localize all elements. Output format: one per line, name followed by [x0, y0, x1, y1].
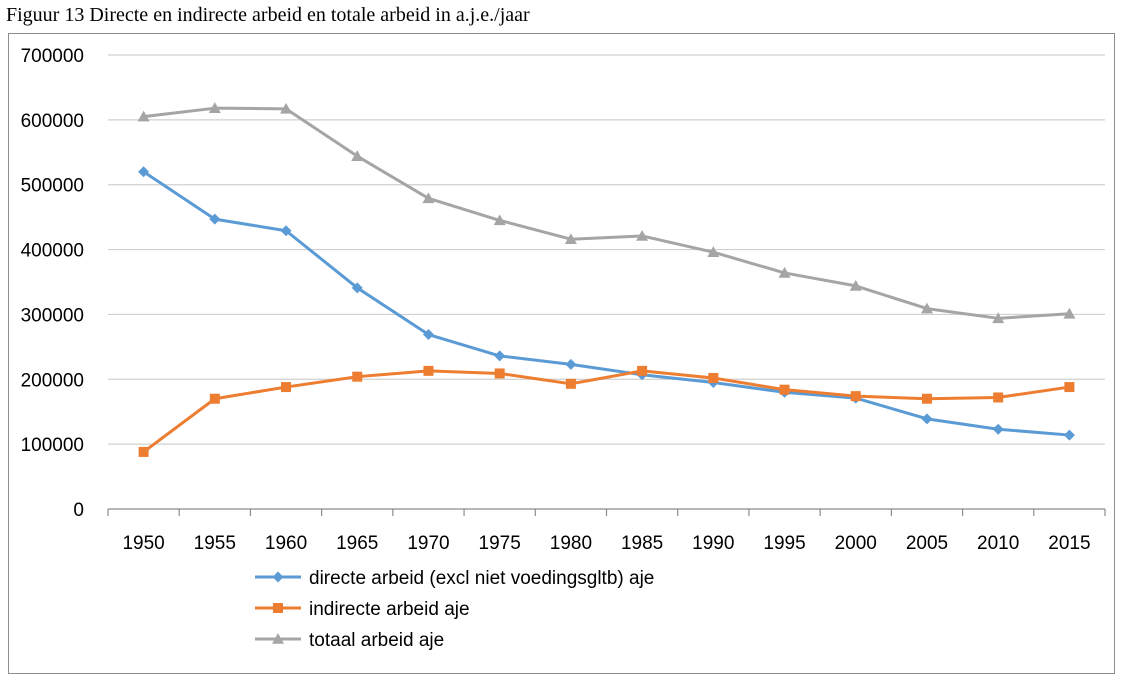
series-triangle: [137, 102, 1076, 324]
data-point: [992, 312, 1005, 324]
data-point: [564, 233, 577, 244]
x-tick-label: 2000: [835, 533, 877, 554]
data-point: [921, 393, 932, 404]
y-tick-label: 300000: [21, 305, 84, 326]
data-point: [1064, 382, 1075, 393]
y-tick-label: 500000: [21, 176, 84, 197]
legend-entry: indirecte arbeid aje: [255, 599, 470, 620]
legend-entry: totaal arbeid aje: [255, 630, 444, 651]
legend-marker: [272, 571, 284, 583]
data-point: [565, 358, 577, 370]
x-tick-label: 2015: [1048, 533, 1090, 554]
y-tick-label: 400000: [21, 241, 84, 262]
data-point: [352, 371, 363, 382]
y-tick-label: 600000: [21, 111, 84, 132]
x-tick-label: 1965: [336, 533, 378, 554]
data-point: [209, 213, 221, 225]
legend-marker: [272, 633, 284, 644]
data-point: [1063, 307, 1076, 319]
data-point: [351, 150, 364, 161]
x-tick-label: 1980: [550, 533, 592, 554]
data-point: [1063, 429, 1075, 441]
data-point: [993, 392, 1004, 403]
legend: directe arbeid (excl niet voedingsgltb) …: [255, 568, 654, 651]
data-point: [708, 372, 719, 383]
data-point: [920, 302, 933, 314]
x-tick-label: 1960: [265, 533, 307, 554]
data-point: [422, 329, 434, 341]
x-tick-label: 1955: [194, 533, 236, 554]
data-point: [280, 225, 292, 237]
data-point: [636, 229, 649, 241]
figure-title: Figuur 13 Directe en indirecte arbeid en…: [6, 4, 530, 26]
data-point: [208, 102, 221, 113]
data-point: [849, 279, 862, 291]
chart-frame: [8, 33, 1115, 674]
data-point: [493, 214, 506, 226]
y-tick-label: 200000: [21, 370, 84, 391]
y-axis: 0 100000 200000 300000 400000 500000 600000 700…: [21, 46, 84, 521]
data-point: [138, 166, 150, 178]
data-point: [137, 110, 150, 122]
data-point: [209, 393, 220, 404]
gridlines: [108, 54, 1105, 445]
data-point: [422, 192, 435, 204]
data-point: [921, 413, 933, 425]
x-tick-label: 2010: [977, 533, 1019, 554]
data-point: [494, 350, 506, 362]
legend-label: directe arbeid (excl niet voedingsgltb) …: [309, 568, 654, 589]
series-line: [142, 369, 1070, 454]
series-lines: [137, 102, 1076, 457]
x-tick-label: 1975: [479, 533, 521, 554]
legend-entry: directe arbeid (excl niet voedingsgltb) …: [255, 568, 654, 589]
legend-label: totaal arbeid aje: [309, 630, 444, 651]
x-axis: 1950 1955 1960 1965 1970 1975 1980 1985 1990 1995…: [107, 508, 1106, 554]
legend-marker: [273, 603, 283, 613]
data-point: [778, 266, 791, 278]
x-tick-label: 1990: [692, 533, 734, 554]
data-point: [281, 382, 292, 393]
data-point: [850, 391, 861, 402]
series-square: [138, 365, 1075, 457]
legend-label: indirecte arbeid aje: [309, 599, 470, 620]
data-point: [351, 282, 363, 294]
x-tick-label: 1970: [407, 533, 449, 554]
data-point: [565, 378, 576, 389]
data-point: [138, 446, 149, 457]
x-tick-label: 1995: [763, 533, 805, 554]
y-tick-label: 0: [73, 500, 84, 521]
data-point: [992, 423, 1004, 435]
data-point: [637, 365, 648, 376]
data-point: [494, 368, 505, 379]
x-tick-label: 2005: [906, 533, 948, 554]
x-tick-label: 1985: [621, 533, 663, 554]
x-tick-label: 1950: [122, 533, 164, 554]
y-tick-label: 100000: [21, 435, 84, 456]
data-point: [423, 365, 434, 376]
data-point: [707, 246, 720, 257]
series-line: [142, 170, 1070, 437]
series-line: [143, 106, 1070, 320]
y-tick-label: 700000: [21, 46, 84, 67]
data-point: [280, 102, 293, 114]
data-point: [779, 384, 790, 395]
